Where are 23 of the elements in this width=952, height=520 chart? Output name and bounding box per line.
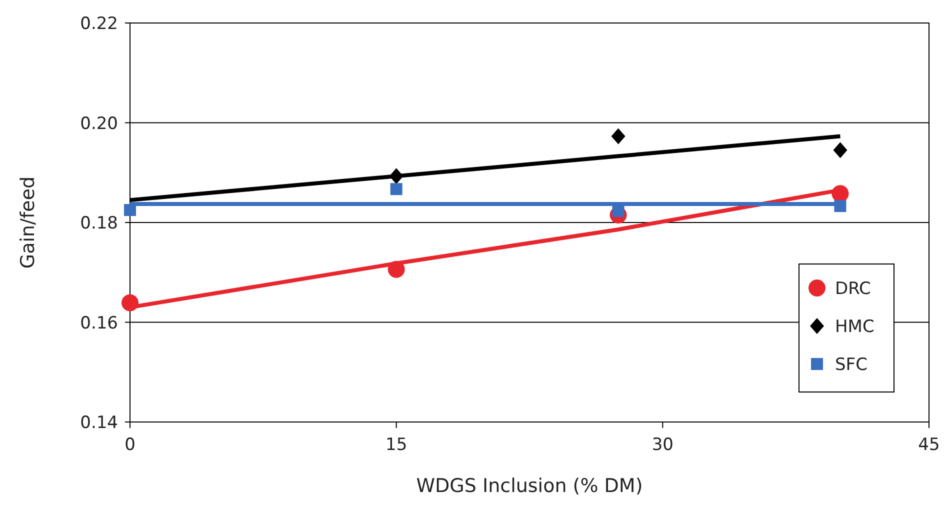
legend-label: SFC xyxy=(835,355,868,375)
legend-label: HMC xyxy=(835,317,874,337)
x-tick-label: 30 xyxy=(652,435,674,455)
y-tick-label: 0.16 xyxy=(80,313,118,334)
x-tick-label: 15 xyxy=(386,435,408,455)
y-tick-label: 0.18 xyxy=(80,214,118,234)
legend-label: DRC xyxy=(835,279,871,299)
point xyxy=(611,128,626,144)
y-axis-title: Gain/feed xyxy=(17,176,39,269)
x-tick-label: 0 xyxy=(124,435,136,455)
point xyxy=(833,142,848,158)
x-tick-label: 45 xyxy=(918,435,940,455)
point xyxy=(834,200,846,212)
y-tick-label: 0.22 xyxy=(80,14,118,34)
y-tick-label: 0.20 xyxy=(80,114,118,134)
point xyxy=(124,204,136,216)
point xyxy=(122,294,138,312)
point xyxy=(388,260,405,278)
point xyxy=(389,168,404,184)
point xyxy=(832,185,849,202)
x-axis-title: WDGS Inclusion (% DM) xyxy=(416,475,643,497)
point xyxy=(390,183,402,196)
y-tick-label: 0.14 xyxy=(80,413,118,433)
